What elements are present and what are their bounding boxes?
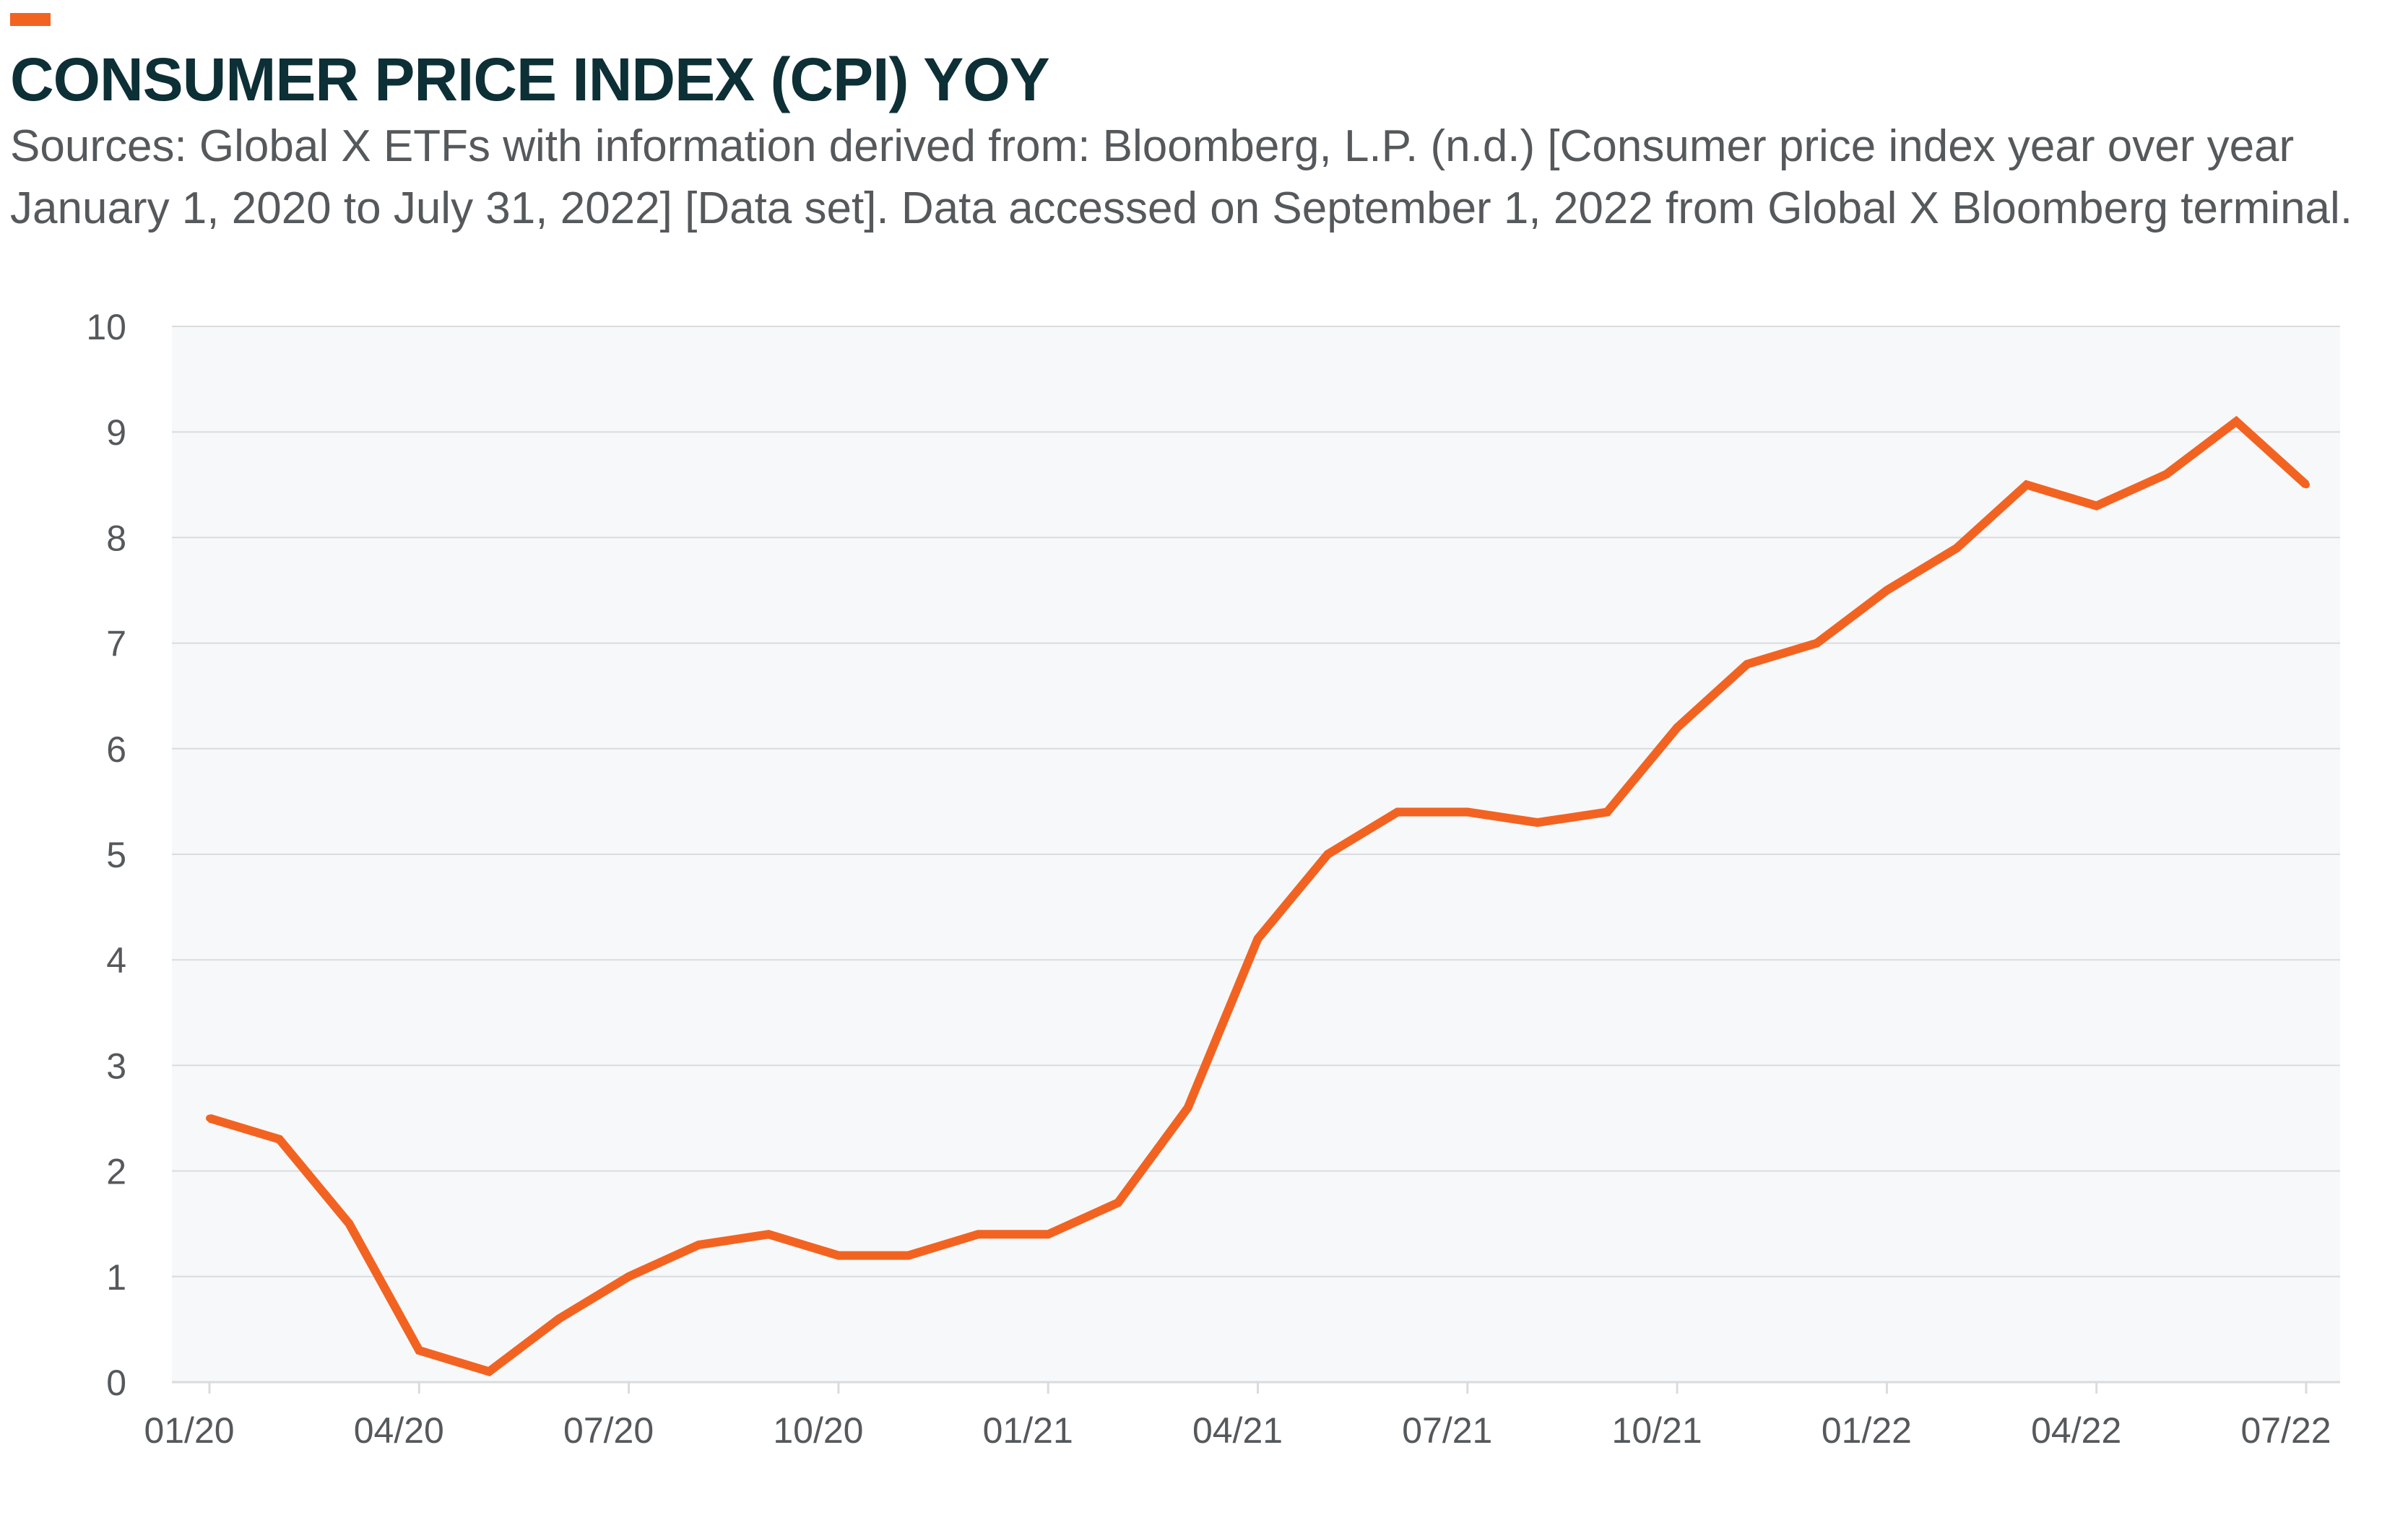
data-point-02-20 <box>275 1135 283 1143</box>
chart-title: CONSUMER PRICE INDEX (CPI) YOY <box>10 45 1050 113</box>
data-point-07-21 <box>1463 808 1471 816</box>
source-note: Sources: Global X ETFs with information … <box>10 116 2352 240</box>
y-tick-label: 8 <box>106 518 126 558</box>
data-point-11-21 <box>1743 660 1751 668</box>
y-tick-label: 10 <box>86 307 126 347</box>
data-point-07-20 <box>625 1272 633 1280</box>
data-point-04-20 <box>415 1347 423 1355</box>
data-point-01-22 <box>1883 586 1891 594</box>
x-tick-label: 01/20 <box>144 1410 234 1451</box>
data-point-05-20 <box>485 1368 493 1376</box>
x-tick-label: 01/22 <box>1822 1410 1912 1451</box>
data-point-07-22 <box>2303 481 2310 489</box>
y-tick-label: 2 <box>106 1152 126 1192</box>
data-point-10-21 <box>1673 724 1681 732</box>
data-point-11-20 <box>904 1251 912 1259</box>
x-tick-label: 07/20 <box>563 1410 654 1451</box>
gridlines <box>172 326 2340 1277</box>
data-point-06-21 <box>1394 808 1402 816</box>
data-point-06-20 <box>555 1315 563 1323</box>
x-tick-label: 04/21 <box>1192 1410 1283 1451</box>
x-tick-label: 07/22 <box>2240 1410 2331 1451</box>
data-point-12-20 <box>974 1230 982 1238</box>
data-point-01-21 <box>1044 1230 1052 1238</box>
data-point-06-22 <box>2232 417 2240 425</box>
data-point-08-21 <box>1533 819 1541 827</box>
y-tick-label: 0 <box>106 1363 126 1403</box>
data-point-03-20 <box>345 1220 353 1228</box>
axes: 0 1 2 3 4 5 6 7 8 9 10 01/20 04/20 07/20 10/20 01/21 04/… <box>86 307 2340 1451</box>
data-point-09-21 <box>1603 808 1611 816</box>
data-point-03-22 <box>2022 481 2030 489</box>
data-point-02-22 <box>1953 544 1961 552</box>
y-tick-label: 7 <box>106 624 126 664</box>
x-tick-label: 01/21 <box>983 1410 1073 1451</box>
data-point-12-21 <box>1813 639 1821 647</box>
x-tick-label: 07/21 <box>1402 1410 1492 1451</box>
y-tick-label: 3 <box>106 1046 126 1086</box>
x-tick-label: 04/20 <box>354 1410 444 1451</box>
data-point-05-22 <box>2162 470 2170 478</box>
data-point-09-20 <box>765 1230 773 1238</box>
data-point-05-21 <box>1324 851 1332 858</box>
accent-bar <box>10 13 51 26</box>
data-point-03-21 <box>1184 1103 1192 1111</box>
x-tick-label: 04/22 <box>2031 1410 2121 1451</box>
data-point-04-22 <box>2092 502 2100 510</box>
data-point-04-21 <box>1254 934 1262 942</box>
source-line-1: Sources: Global X ETFs with information … <box>10 121 2295 171</box>
y-tick-label: 6 <box>106 729 126 770</box>
y-tick-label: 1 <box>106 1257 126 1298</box>
y-tick-label: 5 <box>106 835 126 875</box>
data-point-10-20 <box>834 1251 842 1259</box>
series-layer <box>206 415 2310 1377</box>
y-tick-label: 4 <box>106 940 126 981</box>
source-line-2: January 1, 2020 to July 31, 2022] [Data … <box>10 183 2353 233</box>
data-point-02-21 <box>1114 1199 1122 1207</box>
data-point-01-20 <box>206 1114 213 1122</box>
y-tick-label: 9 <box>106 412 126 453</box>
x-tick-label: 10/21 <box>1612 1410 1702 1451</box>
data-point-08-20 <box>695 1241 703 1249</box>
x-tick-label: 10/20 <box>773 1410 863 1451</box>
